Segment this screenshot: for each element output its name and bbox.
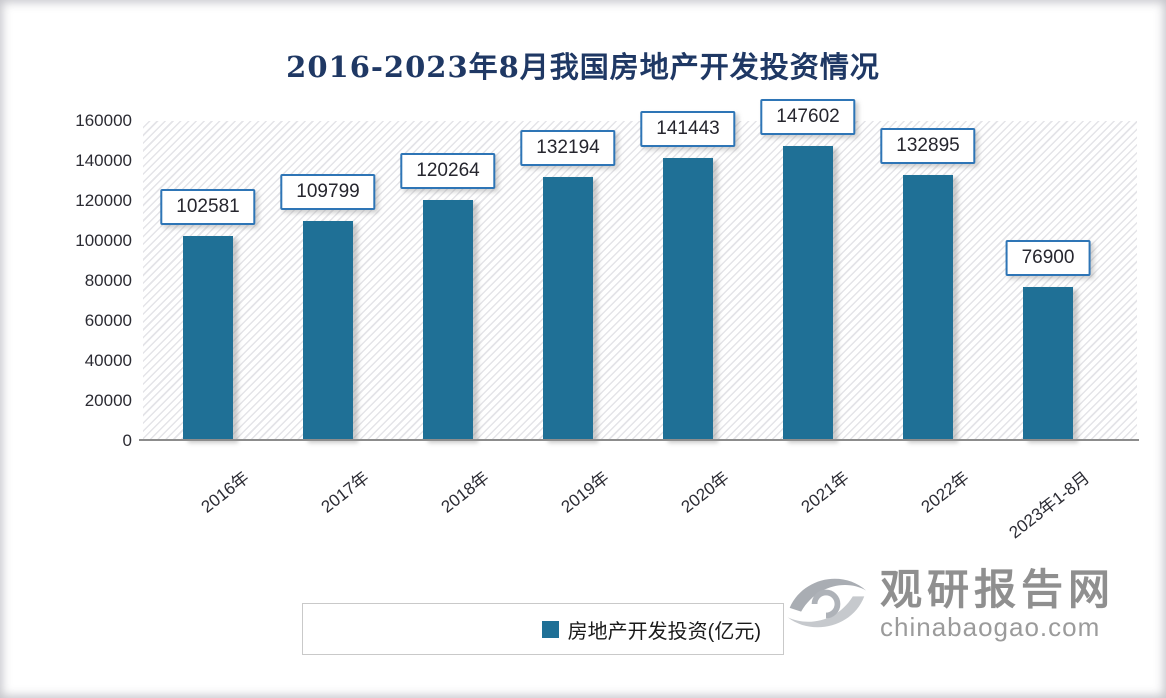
bar — [783, 145, 833, 440]
value-label: 109799 — [280, 174, 376, 211]
x-axis-label: 2017年 — [317, 467, 373, 517]
value-label: 76900 — [1005, 240, 1091, 277]
watermark-text: 观研报告网 chinabaogao.com — [880, 565, 1116, 642]
y-tick-label: 120000 — [75, 191, 132, 210]
value-label: 132895 — [880, 128, 976, 165]
watermark: 观研报告网 chinabaogao.com — [778, 560, 1115, 648]
x-axis-label: 2022年 — [917, 467, 973, 517]
x-axis-label: 2016年 — [197, 467, 253, 517]
value-label: 132194 — [520, 129, 616, 166]
value-label: 102581 — [160, 188, 256, 225]
watermark-brand: 观研报告网 — [880, 565, 1116, 613]
bar — [303, 221, 353, 440]
y-tick-label: 100000 — [75, 231, 132, 250]
eye-swoosh-logo-icon — [787, 578, 867, 628]
value-label: 120264 — [400, 153, 496, 190]
legend: 房地产开发投资(亿元) — [302, 603, 784, 655]
legend-swatch-icon — [541, 620, 559, 638]
y-tick-label: 20000 — [84, 391, 132, 410]
bar — [903, 175, 953, 440]
value-label: 141443 — [640, 111, 736, 148]
y-tick-label: 40000 — [84, 351, 132, 370]
x-axis-label: 2018年 — [437, 467, 493, 517]
x-axis-label: 2020年 — [677, 467, 733, 517]
plot-area — [143, 121, 1137, 441]
x-axis-label: 2023年1-8月 — [1005, 467, 1093, 543]
bar — [183, 235, 233, 440]
y-tick-label: 80000 — [84, 271, 132, 290]
y-tick-label: 140000 — [75, 151, 132, 170]
x-axis-baseline — [139, 439, 1139, 441]
chart-title: 2016-2023年8月我国房地产开发投资情况 — [286, 50, 880, 84]
watermark-domain: chinabaogao.com — [880, 611, 1101, 642]
value-label: 147602 — [760, 98, 856, 135]
bar — [543, 176, 593, 440]
y-tick-label: 60000 — [84, 311, 132, 330]
x-axis-label: 2019年 — [557, 467, 613, 517]
legend-label: 房地产开发投资(亿元) — [567, 620, 761, 643]
bar — [423, 200, 473, 440]
y-tick-label: 160000 — [75, 111, 132, 130]
bar — [1023, 287, 1073, 440]
bar — [663, 158, 713, 440]
x-axis-label: 2021年 — [797, 467, 853, 517]
y-tick-label: 0 — [122, 431, 132, 450]
